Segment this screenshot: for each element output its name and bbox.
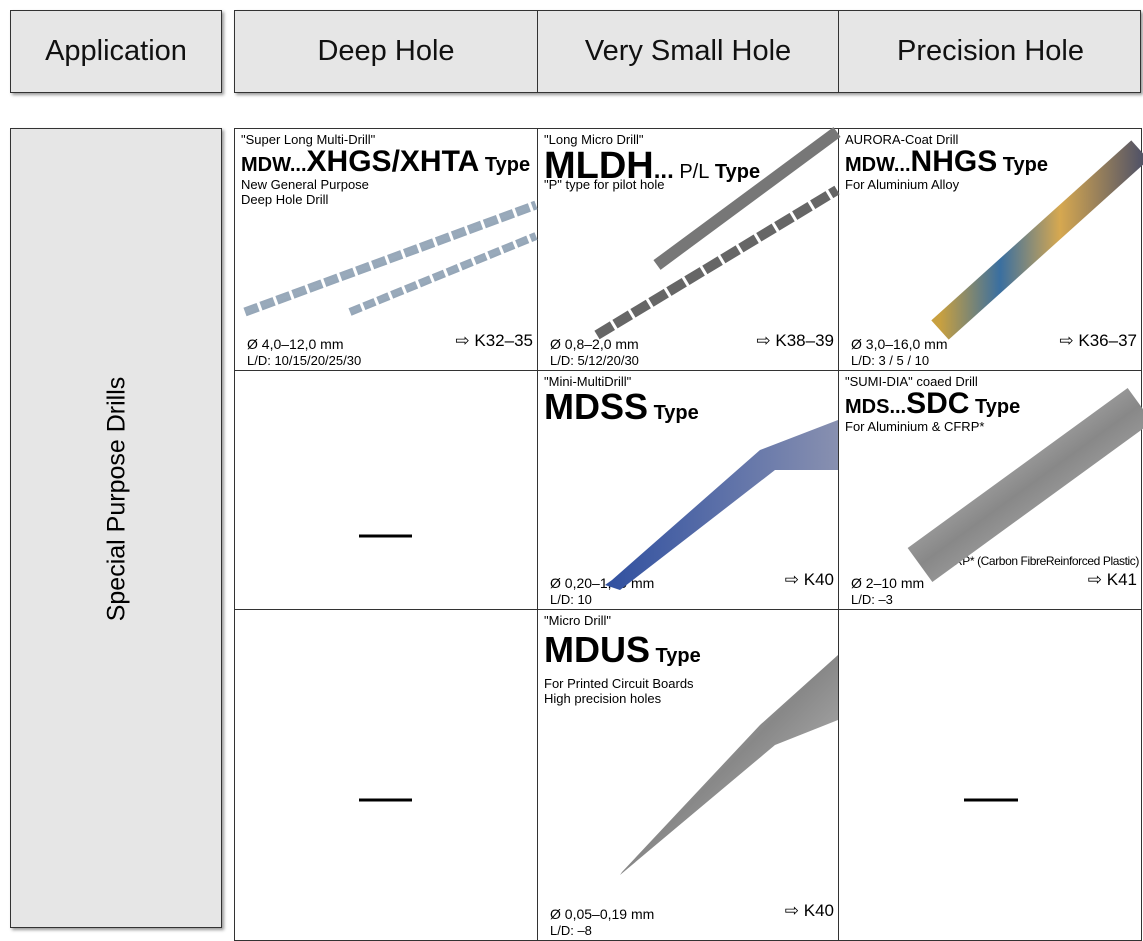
length-diameter: L/D: –8	[550, 923, 592, 938]
drill-image	[620, 655, 838, 875]
drill-image	[920, 405, 1140, 565]
drill-image	[597, 190, 837, 335]
drill-illustrations	[0, 0, 1143, 920]
page: Application Deep Hole Very Small Hole Pr…	[0, 0, 1143, 920]
drill-image	[350, 236, 536, 312]
drill-image	[940, 150, 1140, 330]
drill-image	[605, 420, 838, 590]
drill-image	[245, 205, 536, 312]
